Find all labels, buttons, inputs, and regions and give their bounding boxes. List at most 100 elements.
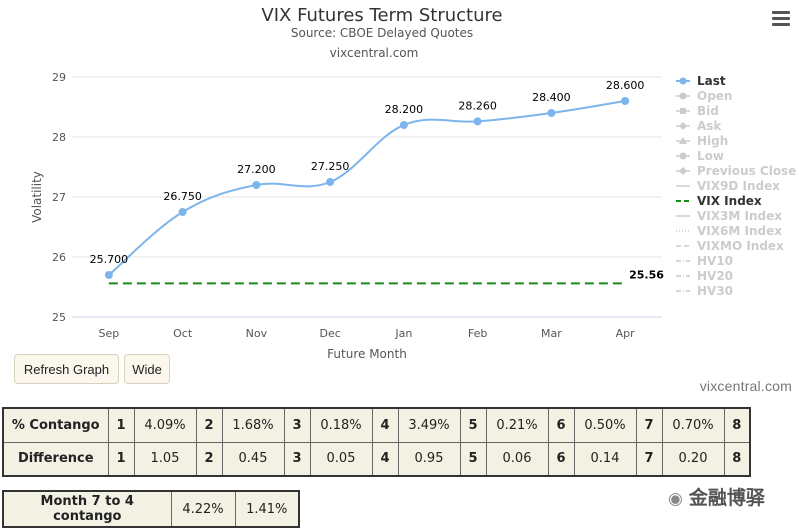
row-header: % Contango xyxy=(2,407,109,443)
wechat-icon: ◉ xyxy=(668,489,683,509)
legend-item[interactable]: VIX9D Index xyxy=(697,179,780,193)
watermark-text: 金融博驿 xyxy=(688,487,765,509)
legend-item[interactable]: High xyxy=(697,134,728,148)
value-cell: 0.05 xyxy=(309,441,373,477)
last-series-line xyxy=(108,100,626,276)
month-index-cell: 2 xyxy=(195,407,223,443)
legend-item[interactable]: VIXMO Index xyxy=(697,239,784,253)
chart-subtitle: Source: CBOE Delayed Quotes xyxy=(291,26,473,40)
value-cell: 0.45 xyxy=(221,441,285,477)
month-index-cell: 6 xyxy=(547,441,575,477)
y-tick-label: 28 xyxy=(52,131,66,144)
legend-marker xyxy=(679,77,687,85)
last-series-point xyxy=(326,178,335,186)
last-series-point xyxy=(473,117,482,126)
data-label: 28.600 xyxy=(606,79,645,92)
legend-item[interactable]: Low xyxy=(697,149,724,163)
x-tick-label: Jan xyxy=(394,327,412,340)
legend-marker xyxy=(679,167,687,175)
month-contango-label: Month 7 to 4 contango xyxy=(2,490,172,528)
vix-index-label: 25.56 xyxy=(629,268,664,281)
value-cell: 0.50% xyxy=(573,407,637,443)
chart-subtitle-site: vixcentral.com xyxy=(330,46,419,60)
x-tick-label: Oct xyxy=(173,327,193,340)
last-series-point xyxy=(547,109,556,117)
last-series-point xyxy=(104,271,113,279)
wide-button[interactable]: Wide xyxy=(124,354,170,384)
month-index-cell: 4 xyxy=(371,407,399,443)
month-index-cell: 3 xyxy=(283,407,311,443)
month-index-cell: 7 xyxy=(635,441,663,477)
y-tick-label: 29 xyxy=(52,71,66,84)
last-series-point xyxy=(252,181,261,189)
legend-item[interactable]: VIX Index xyxy=(697,194,762,208)
row-header: Difference xyxy=(2,441,109,477)
month-contango-value: 4.22% xyxy=(170,490,236,528)
value-cell: 0.18% xyxy=(309,407,373,443)
month-contango-value: 1.41% xyxy=(234,490,300,528)
watermark: ◉ 金融博驿 xyxy=(668,483,765,510)
month-index-cell: 6 xyxy=(547,407,575,443)
legend-item[interactable]: HV20 xyxy=(697,269,733,283)
legend-item[interactable]: HV10 xyxy=(697,254,733,268)
legend-marker xyxy=(679,137,687,144)
value-cell: 0.95 xyxy=(397,441,461,477)
legend-item[interactable]: VIX3M Index xyxy=(697,209,782,223)
contango-table: % Contango 1 4.09% 2 1.68% 3 0.18% 4 3.49% 5 0.21%… xyxy=(2,407,751,477)
legend-item[interactable]: Open xyxy=(697,89,732,103)
y-axis-title: Volatility xyxy=(30,171,44,223)
value-cell: 4.09% xyxy=(133,407,197,443)
data-label: 25.700 xyxy=(90,253,129,266)
value-cell: 3.49% xyxy=(397,407,461,443)
x-tick-label: Apr xyxy=(616,327,636,340)
data-label: 28.200 xyxy=(385,103,424,116)
month-index-cell: 8 xyxy=(723,441,751,477)
last-series-point xyxy=(399,121,408,129)
refresh-graph-button[interactable]: Refresh Graph xyxy=(14,354,119,384)
legend-item[interactable]: Ask xyxy=(697,119,722,133)
hamburger-menu-icon[interactable] xyxy=(772,11,790,27)
legend-item[interactable]: VIX6M Index xyxy=(697,224,782,238)
month-index-cell: 2 xyxy=(195,441,223,477)
month-index-cell: 8 xyxy=(723,407,751,443)
x-tick-label: Mar xyxy=(541,327,562,340)
month-index-cell: 5 xyxy=(459,441,487,477)
value-cell: 0.20 xyxy=(661,441,725,477)
y-tick-label: 27 xyxy=(52,191,66,204)
value-cell: 0.06 xyxy=(485,441,549,477)
legend-item[interactable]: HV30 xyxy=(697,284,733,298)
legend-marker xyxy=(679,92,687,100)
value-cell: 1.68% xyxy=(221,407,285,443)
month-index-cell: 5 xyxy=(459,407,487,443)
value-cell: 0.14 xyxy=(573,441,637,477)
x-tick-label: Feb xyxy=(468,327,487,340)
chart-title: VIX Futures Term Structure xyxy=(261,5,502,26)
last-series-point xyxy=(178,208,187,216)
y-tick-label: 26 xyxy=(52,251,66,264)
y-tick-label: 25 xyxy=(52,311,66,324)
value-cell: 1.05 xyxy=(133,441,197,477)
month-index-cell: 1 xyxy=(107,407,135,443)
table-row: Difference 1 1.05 2 0.45 3 0.05 4 0.95 5 0.06 6 0.14… xyxy=(2,441,751,477)
data-label: 27.250 xyxy=(311,160,350,173)
legend-item[interactable]: Bid xyxy=(697,104,719,118)
month-index-cell: 3 xyxy=(283,441,311,477)
month-index-cell: 4 xyxy=(371,441,399,477)
legend-marker xyxy=(679,122,687,130)
value-cell: 0.21% xyxy=(485,407,549,443)
legend-item[interactable]: Previous Close xyxy=(697,164,796,178)
chart-container: VIX Futures Term Structure Source: CBOE D… xyxy=(30,5,796,361)
table-row: % Contango 1 4.09% 2 1.68% 3 0.18% 4 3.49% 5 0.21%… xyxy=(2,407,751,443)
x-tick-label: Dec xyxy=(319,327,340,340)
data-label: 27.200 xyxy=(237,163,276,176)
data-label: 26.750 xyxy=(163,190,202,203)
x-axis-title: Future Month xyxy=(327,347,407,361)
legend-item[interactable]: Last xyxy=(697,74,726,88)
data-label: 28.260 xyxy=(458,99,497,112)
x-tick-label: Sep xyxy=(99,327,120,340)
legend-marker xyxy=(679,152,687,160)
legend-marker xyxy=(680,108,686,114)
credit-link[interactable]: vixcentral.com xyxy=(699,378,792,394)
month-index-cell: 7 xyxy=(635,407,663,443)
